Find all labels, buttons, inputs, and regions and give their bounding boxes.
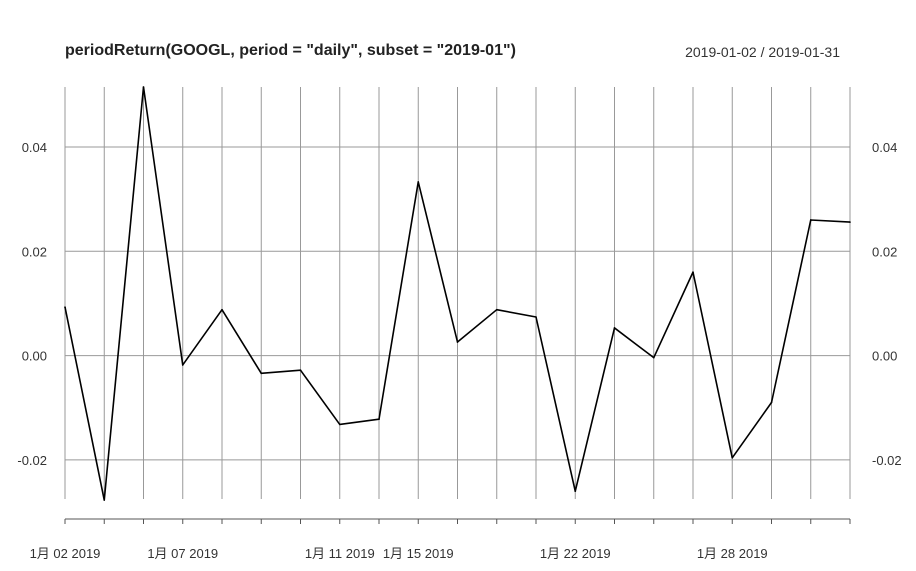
data-point-2019-01-02 [64,306,66,308]
y-tick-label-right: 0.02 [872,244,897,259]
date-range-label: 2019-01-02 / 2019-01-31 [685,44,840,60]
y-tick-label-right: -0.02 [872,453,902,468]
data-point-2019-01-29 [770,401,773,404]
axis-layer [64,518,851,524]
chart-title: periodReturn(GOOGL, period = "daily", su… [65,42,516,59]
data-point-2019-01-03 [103,499,106,501]
x-tick-label: 1月 28 2019 [697,546,768,561]
data-point-2019-01-31 [849,221,851,223]
data-point-2019-01-24 [652,356,655,359]
data-point-2019-01-18 [535,316,537,318]
data-point-2019-01-17 [495,308,498,311]
data-point-2019-01-30 [809,219,812,221]
data-point-2019-01-08 [221,308,223,311]
data-point-2019-01-23 [613,327,616,329]
x-tick-label: 1月 11 2019 [305,546,375,561]
y-tick-label-left: 0.00 [22,349,47,364]
data-point-2019-01-11 [338,423,341,426]
label-layer: -0.02 -0.02 0.00 0.00 0.02 0.02 0.04 0.04 1月 02 … [17,140,901,561]
data-point-2019-01-25 [692,271,694,273]
data-point-2019-01-15 [417,181,420,183]
data-point-2019-01-16 [456,341,459,343]
data-point-2019-01-14 [378,418,380,421]
data-point-2019-01-09 [260,372,263,375]
data-point-2019-01-28 [731,457,734,459]
grid-layer [64,87,851,499]
y-tick-label-left: -0.02 [17,453,47,468]
x-tick-label: 1月 02 2019 [30,546,101,561]
x-tick-label: 1月 22 2019 [540,546,611,561]
y-tick-label-left: 0.02 [22,244,47,259]
y-tick-label-left: 0.04 [22,140,47,155]
x-tick-label: 1月 15 2019 [383,546,454,561]
data-point-2019-01-07 [181,364,184,366]
data-point-2019-01-22 [574,490,577,492]
x-tick-label: 1月 07 2019 [147,546,218,561]
y-tick-label-right: 0.00 [872,349,897,364]
data-point-2019-01-04 [142,86,145,88]
y-tick-label-right: 0.04 [872,140,897,155]
series-layer [64,86,851,501]
data-point-2019-01-10 [299,369,302,371]
